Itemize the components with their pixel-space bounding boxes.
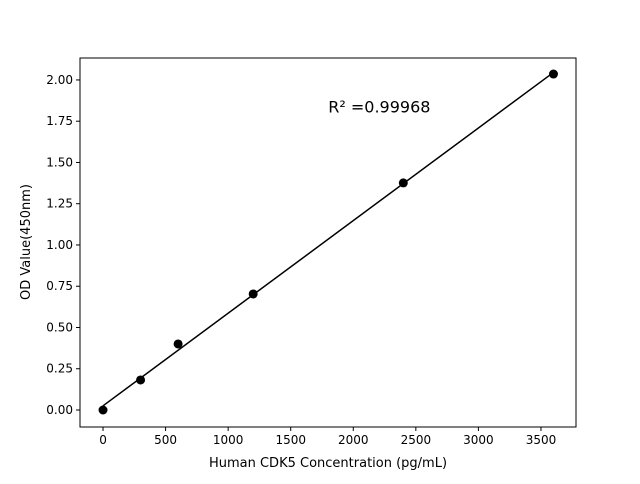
x-tick-label: 2500 [401, 433, 432, 447]
y-tick-label: 0.50 [46, 320, 73, 334]
x-axis-label: Human CDK5 Concentration (pg/mL) [209, 456, 447, 471]
x-tick-label: 0 [99, 433, 107, 447]
x-tick-label: 1000 [213, 433, 244, 447]
y-tick-label: 0.00 [46, 403, 73, 417]
y-tick-label: 0.75 [46, 279, 73, 293]
data-point [98, 405, 108, 415]
y-axis-label: OD Value(450nm) [19, 184, 34, 300]
x-tick-label: 500 [154, 433, 177, 447]
x-tick-label: 3500 [526, 433, 557, 447]
x-axis: 0 500 1000 1500 2000 2500 3000 3500 [99, 427, 556, 447]
y-axis: 0.00 0.25 0.50 0.75 1.00 1.25 1.50 1.75 2.00 [46, 73, 80, 417]
data-point [548, 69, 558, 79]
data-point [398, 178, 408, 188]
y-tick-label: 0.25 [46, 362, 73, 376]
data-point [173, 339, 183, 349]
y-tick-label: 1.75 [46, 114, 73, 128]
data-point [248, 289, 258, 299]
r-squared-annotation: R² =0.99968 [328, 97, 430, 116]
data-point [136, 375, 146, 385]
x-tick-label: 1500 [275, 433, 306, 447]
fit-line [102, 71, 554, 407]
y-tick-label: 1.25 [46, 197, 73, 211]
x-tick-label: 3000 [463, 433, 494, 447]
plot-frame [79, 57, 577, 428]
y-tick-label: 1.00 [46, 238, 73, 252]
x-tick-label: 2000 [338, 433, 369, 447]
y-tick-label: 1.50 [46, 155, 73, 169]
plot-marks [98, 69, 558, 415]
y-tick-label: 2.00 [46, 73, 73, 87]
